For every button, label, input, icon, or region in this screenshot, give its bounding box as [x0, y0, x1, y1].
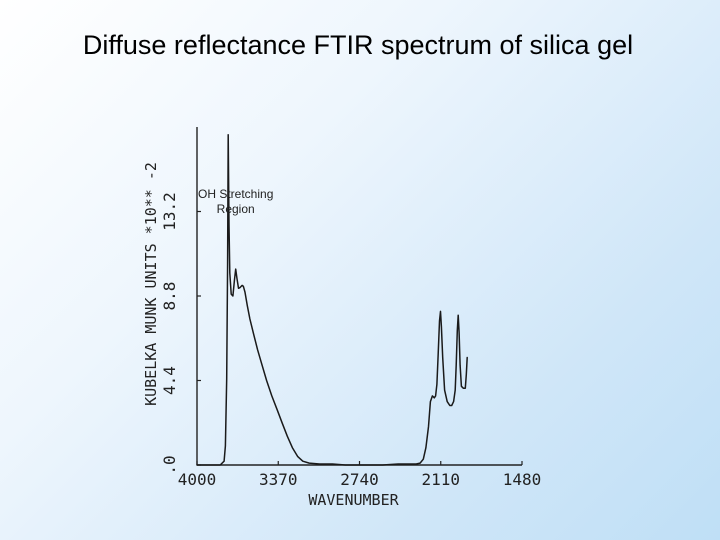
x-tick-label: 4000	[178, 470, 217, 489]
y-tick-label: .0	[160, 455, 179, 474]
annotation-line-1: OH Stretching	[198, 187, 273, 201]
y-axis-label: KUBELKA MUNK UNITS *10** -2	[142, 162, 160, 406]
ftir-chart: 4000 3370 2740 2110 1480 .0 4.4 8.8 13.2 WAVENUMB…	[140, 115, 560, 515]
x-tick-label: 3370	[259, 470, 298, 489]
y-tick-label: 8.8	[160, 282, 179, 311]
x-axis-label: WAVENUMBER	[308, 491, 399, 509]
x-tick-label: 2740	[340, 470, 379, 489]
x-tick-label: 2110	[421, 470, 460, 489]
slide-title: Diffuse reflectance FTIR spectrum of sil…	[82, 30, 634, 60]
x-tick-label: 1480	[503, 470, 542, 489]
y-tick-label: 13.2	[160, 192, 179, 231]
y-tick-label: 4.4	[160, 366, 179, 395]
spectrum-line	[196, 133, 468, 466]
annotation-line-2: Region	[217, 202, 255, 216]
